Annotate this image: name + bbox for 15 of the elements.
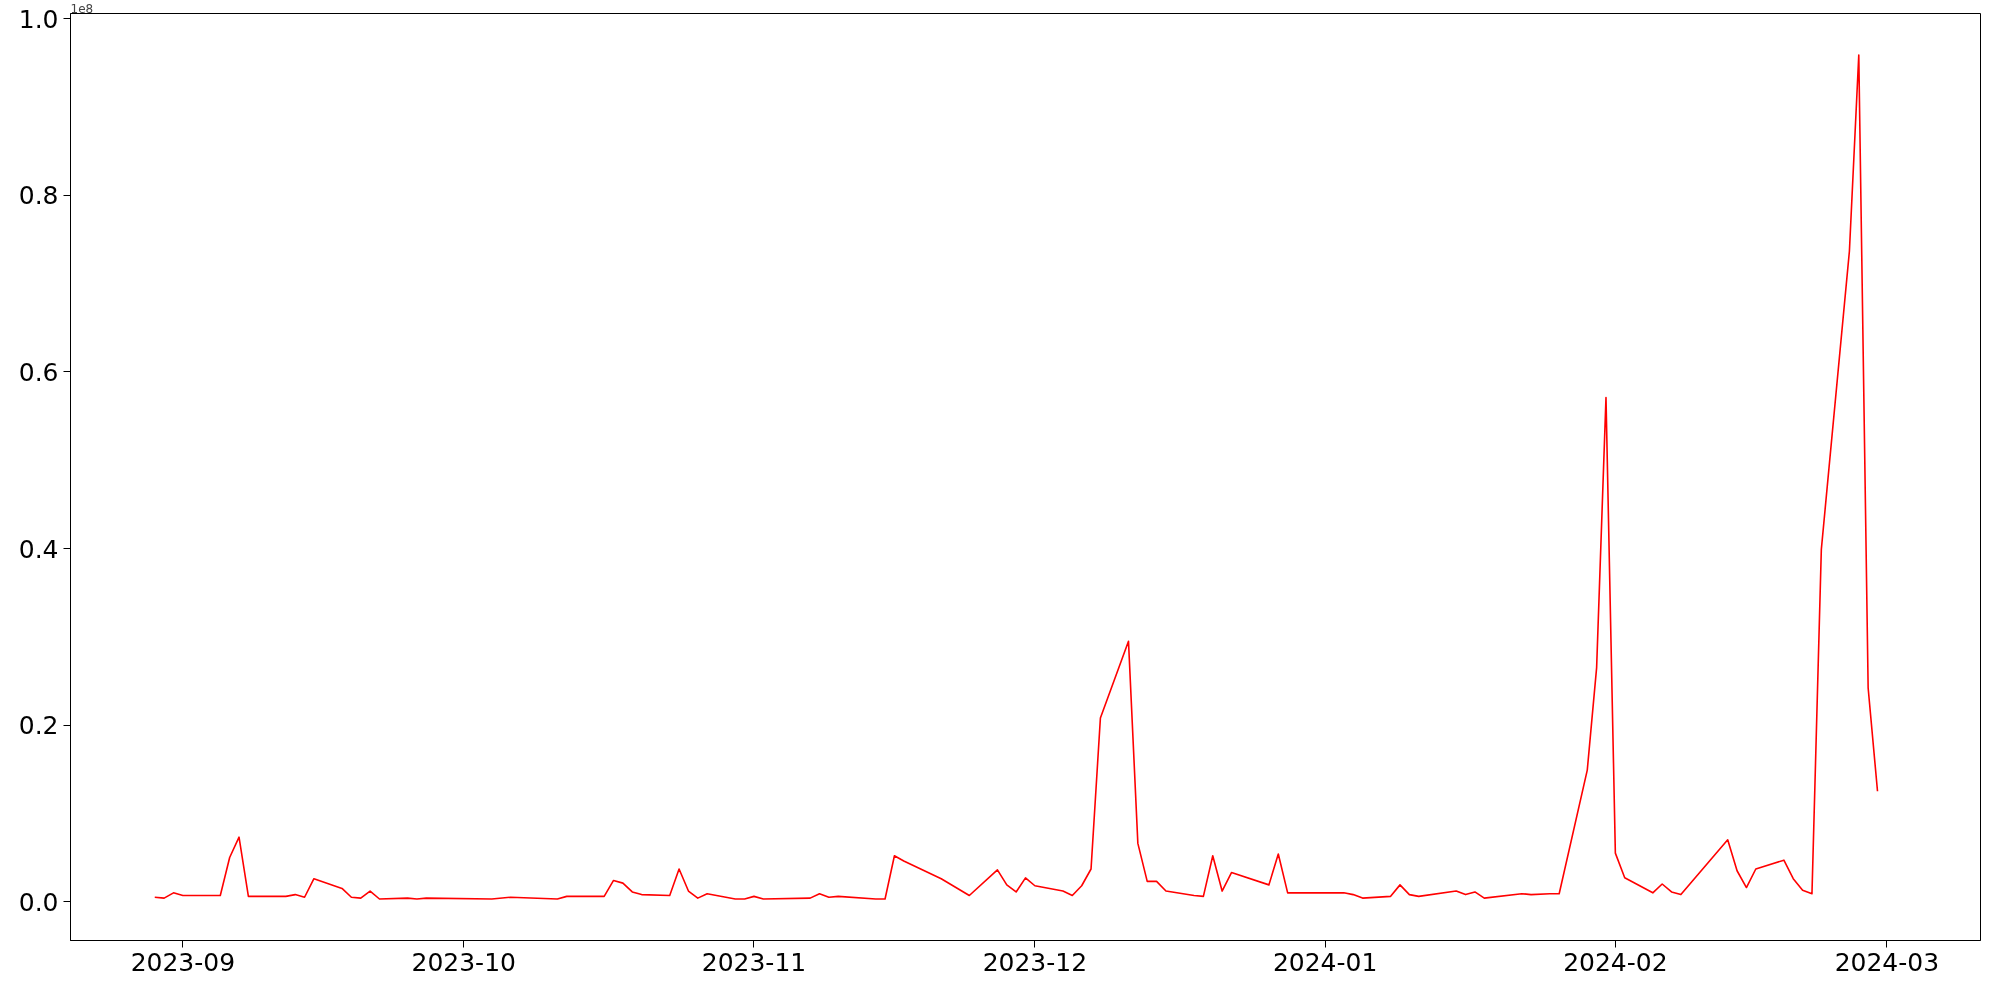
y-tick-label: 0.8	[18, 181, 59, 211]
x-tick-label: 2024-02	[1563, 947, 1668, 977]
x-tick-label: 2023-09	[130, 947, 236, 977]
y-tick-label: 0.0	[18, 887, 59, 917]
annotation: 1e8	[70, 1, 94, 16]
y-tick-label: 0.4	[18, 534, 59, 564]
x-tick-label: 2024-03	[1834, 947, 1940, 977]
x-tick-label: 2023-12	[982, 947, 1088, 977]
y-tick-label: 0.2	[18, 711, 59, 741]
x-tick-label: 2023-10	[411, 947, 516, 977]
x-tick-label: 2023-11	[701, 947, 807, 977]
x-tick-label: 2024-01	[1272, 947, 1378, 977]
y-tick-label: 0.6	[18, 357, 59, 387]
y-tick-label: 1.0	[18, 4, 59, 34]
line-series	[153, 54, 1879, 900]
